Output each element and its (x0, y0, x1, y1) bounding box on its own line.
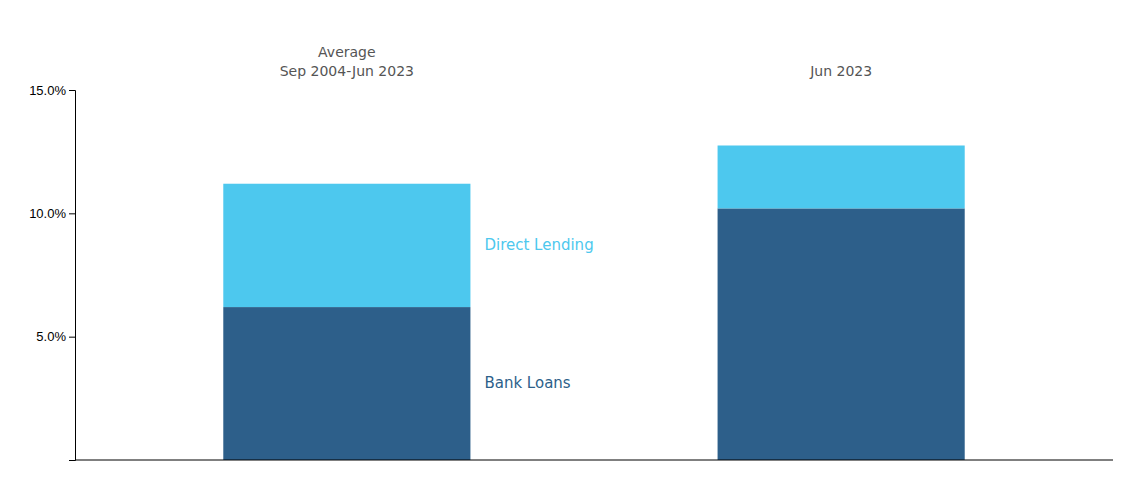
y-tick: 5.0% (36, 329, 75, 344)
y-tick: 15.0% (29, 83, 75, 98)
y-tick-mark (69, 337, 75, 338)
y-axis: 5.0% 10.0% 15.0% (29, 83, 75, 461)
series-label: Direct Lending (484, 236, 593, 254)
bar (223, 184, 470, 307)
bar (223, 307, 470, 460)
series-labels: Bank Loans Direct Lending (484, 236, 593, 392)
y-tick-label: 15.0% (29, 83, 66, 98)
bar (718, 146, 965, 209)
y-tick-label: 5.0% (36, 329, 66, 344)
y-tick-label: 10.0% (29, 206, 66, 221)
bar-series (223, 146, 964, 308)
category-title: Jun 2023 (809, 63, 872, 79)
y-tick-mark (69, 213, 75, 214)
y-axis-line (69, 91, 76, 461)
x-axis-line (75, 460, 1113, 461)
category-title: AverageSep 2004-Jun 2023 (280, 44, 414, 79)
y-tick: 10.0% (29, 206, 75, 221)
series-label: Bank Loans (484, 374, 570, 392)
chart: 5.0% 10.0% 15.0% AverageSep 2004-Jun 2023 Ju… (0, 0, 1143, 490)
category-titles: AverageSep 2004-Jun 2023 Jun 2023 (280, 44, 872, 79)
bars (223, 146, 964, 461)
y-tick-mark (69, 90, 75, 91)
plot: 5.0% 10.0% 15.0% AverageSep 2004-Jun 2023 Ju… (29, 44, 1113, 461)
bar (718, 208, 965, 460)
